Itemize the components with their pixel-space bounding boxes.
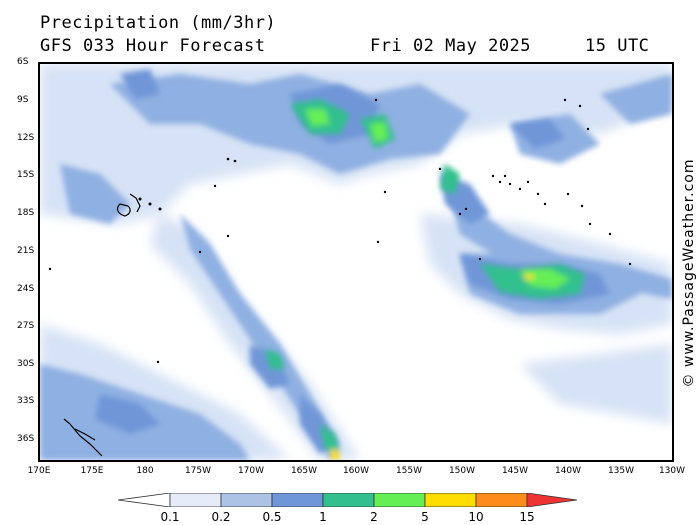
legend-label: 5 (421, 510, 429, 524)
color-legend (118, 493, 578, 507)
lon-label: 150W (448, 466, 476, 476)
legend-swatch (271, 493, 324, 507)
lon-label: 145W (501, 466, 529, 476)
legend-label: 0.1 (160, 510, 180, 524)
legend-label: 10 (468, 510, 484, 524)
lon-label: 180 (136, 466, 154, 476)
lon-label: 170E (27, 466, 51, 476)
lat-label: 9S (17, 95, 29, 105)
lon-label: 130W (658, 466, 686, 476)
legend-label: 15 (519, 510, 535, 524)
lat-label: 33S (17, 396, 35, 406)
precipitation-map[interactable] (38, 62, 674, 462)
lat-label: 24S (17, 284, 35, 294)
lon-label: 165W (290, 466, 318, 476)
legend-swatch (373, 493, 426, 507)
legend-swatch (424, 493, 477, 507)
legend-label: 2 (370, 510, 378, 524)
copyright-watermark: © www.PassageWeather.com (679, 150, 699, 395)
legend-label: 0.2 (211, 510, 231, 524)
forecast-label: GFS 033 Hour Forecast (40, 36, 266, 56)
precip-intense-layer (265, 99, 585, 460)
legend-swatch (169, 493, 222, 507)
lat-label: 30S (17, 359, 35, 369)
lon-label: 140W (554, 466, 582, 476)
lon-label: 135W (607, 466, 635, 476)
lat-label: 6S (17, 57, 29, 67)
coastlines (63, 193, 141, 457)
lon-label: 170W (237, 466, 265, 476)
legend-swatch (475, 493, 528, 507)
lon-label: 155W (395, 466, 423, 476)
legend-label: 0.5 (262, 510, 282, 524)
lat-label: 21S (17, 246, 35, 256)
island-dots (48, 98, 632, 364)
lon-label: 175W (184, 466, 212, 476)
map-canvas (40, 64, 672, 460)
forecast-date: Fri 02 May 2025 (370, 36, 532, 56)
lat-label: 15S (17, 170, 35, 180)
map-title: Precipitation (mm/3hr) (40, 13, 277, 33)
forecast-time: 15 UTC (585, 36, 650, 56)
lat-label: 27S (17, 321, 35, 331)
lat-label: 12S (17, 133, 35, 143)
legend-swatch (220, 493, 273, 507)
legend-low-arrow (118, 493, 171, 507)
lon-label: 175E (80, 466, 104, 476)
lat-label: 36S (17, 434, 35, 444)
lon-label: 160W (342, 466, 370, 476)
legend-label: 1 (319, 510, 327, 524)
watermark-text: © www.PassageWeather.com (681, 157, 697, 388)
legend-swatch (322, 493, 375, 507)
lat-label: 18S (17, 208, 35, 218)
legend-swatch (526, 493, 578, 507)
